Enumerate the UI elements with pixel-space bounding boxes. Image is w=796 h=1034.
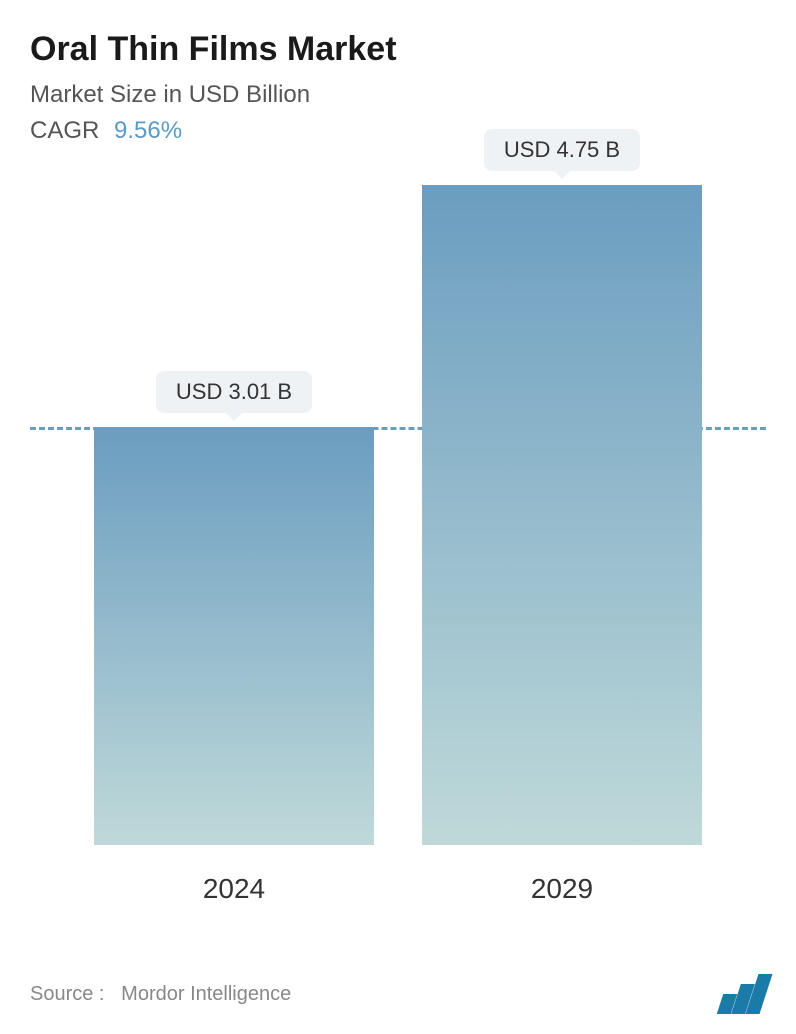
bar-value-label: USD 3.01 B bbox=[156, 371, 312, 413]
chart-footer: Source : Mordor Intelligence bbox=[30, 974, 766, 1014]
chart-title: Oral Thin Films Market bbox=[30, 30, 766, 69]
chart-area: USD 3.01 BUSD 4.75 B 2024 2029 bbox=[30, 185, 766, 905]
x-axis-label: 2029 bbox=[422, 873, 702, 905]
source-label: Source : bbox=[30, 983, 104, 1005]
bar-group: USD 3.01 B bbox=[94, 371, 374, 845]
source-text: Source : Mordor Intelligence bbox=[30, 983, 291, 1006]
bar-value-label: USD 4.75 B bbox=[484, 129, 640, 171]
x-axis-labels: 2024 2029 bbox=[30, 873, 766, 905]
source-name: Mordor Intelligence bbox=[121, 983, 291, 1005]
bar bbox=[94, 427, 374, 845]
bars-container: USD 3.01 BUSD 4.75 B bbox=[30, 185, 766, 845]
cagr-value: 9.56% bbox=[114, 117, 182, 144]
brand-logo bbox=[720, 974, 766, 1014]
bar bbox=[422, 185, 702, 845]
chart-subtitle: Market Size in USD Billion bbox=[30, 81, 766, 109]
bar-group: USD 4.75 B bbox=[422, 129, 702, 845]
x-axis-label: 2024 bbox=[94, 873, 374, 905]
cagr-label: CAGR bbox=[30, 117, 99, 144]
